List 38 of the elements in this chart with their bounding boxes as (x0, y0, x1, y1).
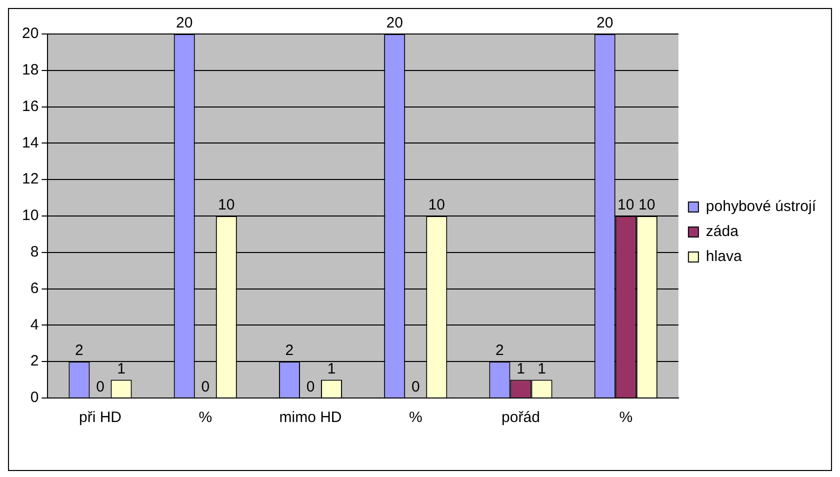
data-label: 2 (75, 342, 84, 360)
x-tick-label: % (619, 409, 633, 426)
data-label: 1 (327, 360, 336, 378)
data-label: 0 (201, 378, 210, 396)
y-tick-label: 18 (22, 62, 39, 79)
data-label: 10 (218, 196, 235, 214)
y-tick-label: 0 (30, 389, 39, 406)
data-label: 1 (538, 360, 546, 378)
data-label: 0 (411, 378, 420, 396)
data-label: 0 (306, 378, 315, 396)
data-label: 10 (638, 196, 656, 214)
legend-label: záda (706, 223, 740, 240)
y-tick-label: 10 (22, 207, 39, 224)
legend-label: hlava (706, 248, 742, 266)
y-tick-label: 2 (30, 352, 39, 370)
legend-label: pohybové ústrojí (706, 198, 817, 216)
x-tick-label: pořád (502, 409, 540, 426)
data-label: 0 (96, 378, 104, 396)
y-tick-label: 20 (22, 25, 39, 42)
data-label: 10 (428, 196, 445, 214)
data-label: 2 (285, 342, 294, 360)
y-tick-label: 4 (30, 316, 39, 334)
y-tick-label: 14 (22, 134, 39, 152)
data-label: 1 (117, 360, 126, 378)
y-tick-label: 16 (22, 98, 39, 115)
data-label: 10 (618, 196, 634, 214)
x-tick-label: mimo HD (279, 409, 342, 426)
data-label: 1 (516, 360, 525, 378)
x-tick-label: % (198, 409, 212, 426)
data-label: 20 (386, 14, 403, 32)
y-tick-label: 8 (30, 244, 39, 261)
y-tick-label: 12 (22, 170, 39, 188)
data-label: 2 (496, 342, 504, 360)
y-tick-label: 6 (30, 280, 39, 297)
x-tick-label: % (408, 409, 422, 426)
x-tick-label: při HD (78, 409, 122, 426)
data-label: 20 (176, 14, 193, 32)
data-label: 20 (596, 14, 614, 32)
